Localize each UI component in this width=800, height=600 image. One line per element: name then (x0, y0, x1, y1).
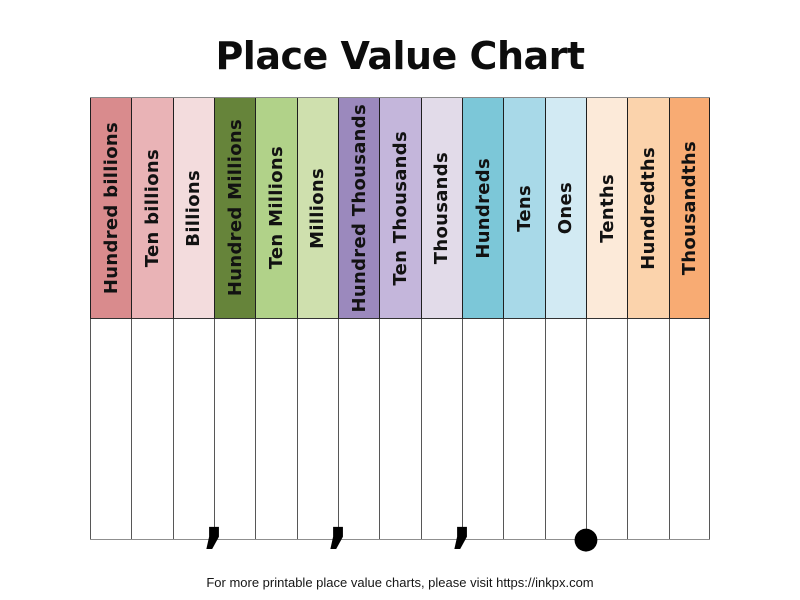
empty-cell (544, 319, 586, 539)
column-header: Thousandths (668, 98, 710, 319)
column-ten-billions: Ten billions (131, 98, 173, 539)
column-label: Hundred Millions (224, 119, 246, 297)
page-title: Place Value Chart (215, 34, 585, 78)
column-hundred-billions: Hundred billions (90, 98, 132, 539)
column-header: Millions (296, 98, 338, 319)
column-header: Hundred Thousands (337, 98, 380, 319)
empty-cell (172, 319, 214, 539)
empty-cell (337, 319, 380, 539)
column-label: Hundred billions (100, 121, 122, 295)
column-header: Ten Thousands (379, 98, 421, 319)
column-tenths: Tenths (585, 98, 628, 539)
column-header: Tenths (585, 98, 628, 319)
empty-cell (420, 319, 462, 539)
column-ten-thousands: Ten Thousands (379, 98, 421, 539)
column-label: Ten Thousands (389, 130, 411, 286)
column-hundred-millions: Hundred Millions (213, 98, 256, 539)
empty-cell (461, 319, 504, 539)
column-header: Hundreds (461, 98, 504, 319)
column-billions: Billions (172, 98, 214, 539)
column-label: Tenths (596, 173, 618, 243)
column-label: Ten billions (141, 148, 163, 268)
column-header: Tens (503, 98, 545, 319)
place-value-table: Hundred billions Ten billions Billions H… (90, 97, 710, 540)
column-ten-millions: Ten Millions (255, 98, 297, 539)
column-hundredths: Hundredths (627, 98, 669, 539)
column-header: Billions (172, 98, 214, 319)
column-ones: Ones (544, 98, 586, 539)
column-label: Hundreds (472, 157, 494, 259)
empty-cell (255, 319, 297, 539)
empty-cell (627, 319, 669, 539)
column-header: Thousands (420, 98, 462, 319)
empty-cell (668, 319, 710, 539)
column-label: Thousands (431, 151, 453, 265)
empty-cell (296, 319, 338, 539)
empty-cell (503, 319, 545, 539)
column-label: Thousandths (678, 140, 700, 276)
column-header: Ten billions (131, 98, 173, 319)
column-header: Ones (544, 98, 586, 319)
column-header: Hundred billions (90, 98, 132, 319)
footer-note: For more printable place value charts, p… (206, 575, 594, 590)
column-thousandths: Thousandths (668, 98, 710, 539)
column-label: Tens (513, 184, 535, 232)
column-label: Millions (307, 167, 329, 249)
empty-cell (90, 319, 132, 539)
column-millions: Millions (296, 98, 338, 539)
column-header: Ten Millions (255, 98, 297, 319)
column-header: Hundredths (627, 98, 669, 319)
column-label: Billions (183, 169, 205, 247)
column-hundred-thousands: Hundred Thousands (337, 98, 380, 539)
column-header: Hundred Millions (213, 98, 256, 319)
empty-cell (213, 319, 256, 539)
column-thousands: Thousands (420, 98, 462, 539)
column-label: Hundredths (637, 146, 659, 270)
empty-cell (379, 319, 421, 539)
column-label: Hundred Thousands (348, 103, 370, 313)
column-label: Ones (555, 181, 577, 235)
column-hundreds: Hundreds (461, 98, 504, 539)
column-label: Ten Millions (265, 146, 287, 270)
empty-cell (131, 319, 173, 539)
empty-cell (585, 319, 628, 539)
column-tens: Tens (503, 98, 545, 539)
